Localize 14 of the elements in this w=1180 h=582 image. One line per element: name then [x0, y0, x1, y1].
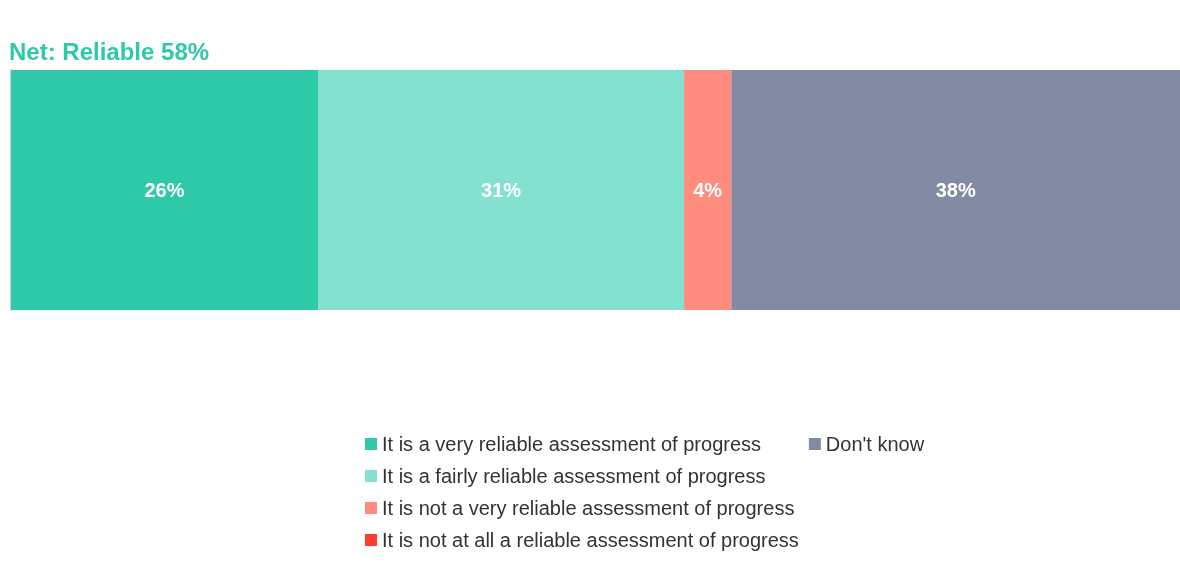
data-label: 31%	[481, 179, 522, 201]
data-label: 26%	[144, 179, 185, 201]
bar	[731, 70, 1180, 310]
legend-label: It is a very reliable assessment of progress	[382, 433, 762, 455]
bar	[318, 70, 685, 310]
legend-label: Don't know	[825, 433, 925, 455]
chart-title: Net: Reliable 58%	[9, 37, 210, 65]
legend-label: It is not a very reliable assessment of progress	[382, 497, 795, 519]
bar	[684, 70, 732, 310]
data-label: 4%	[693, 179, 723, 201]
bar	[11, 70, 319, 310]
legend-label: It is a fairly reliable assessment of progress	[382, 465, 766, 487]
data-label: 38%	[935, 179, 976, 201]
legend-label: It is not at all a reliable assessment of progress	[382, 529, 799, 551]
